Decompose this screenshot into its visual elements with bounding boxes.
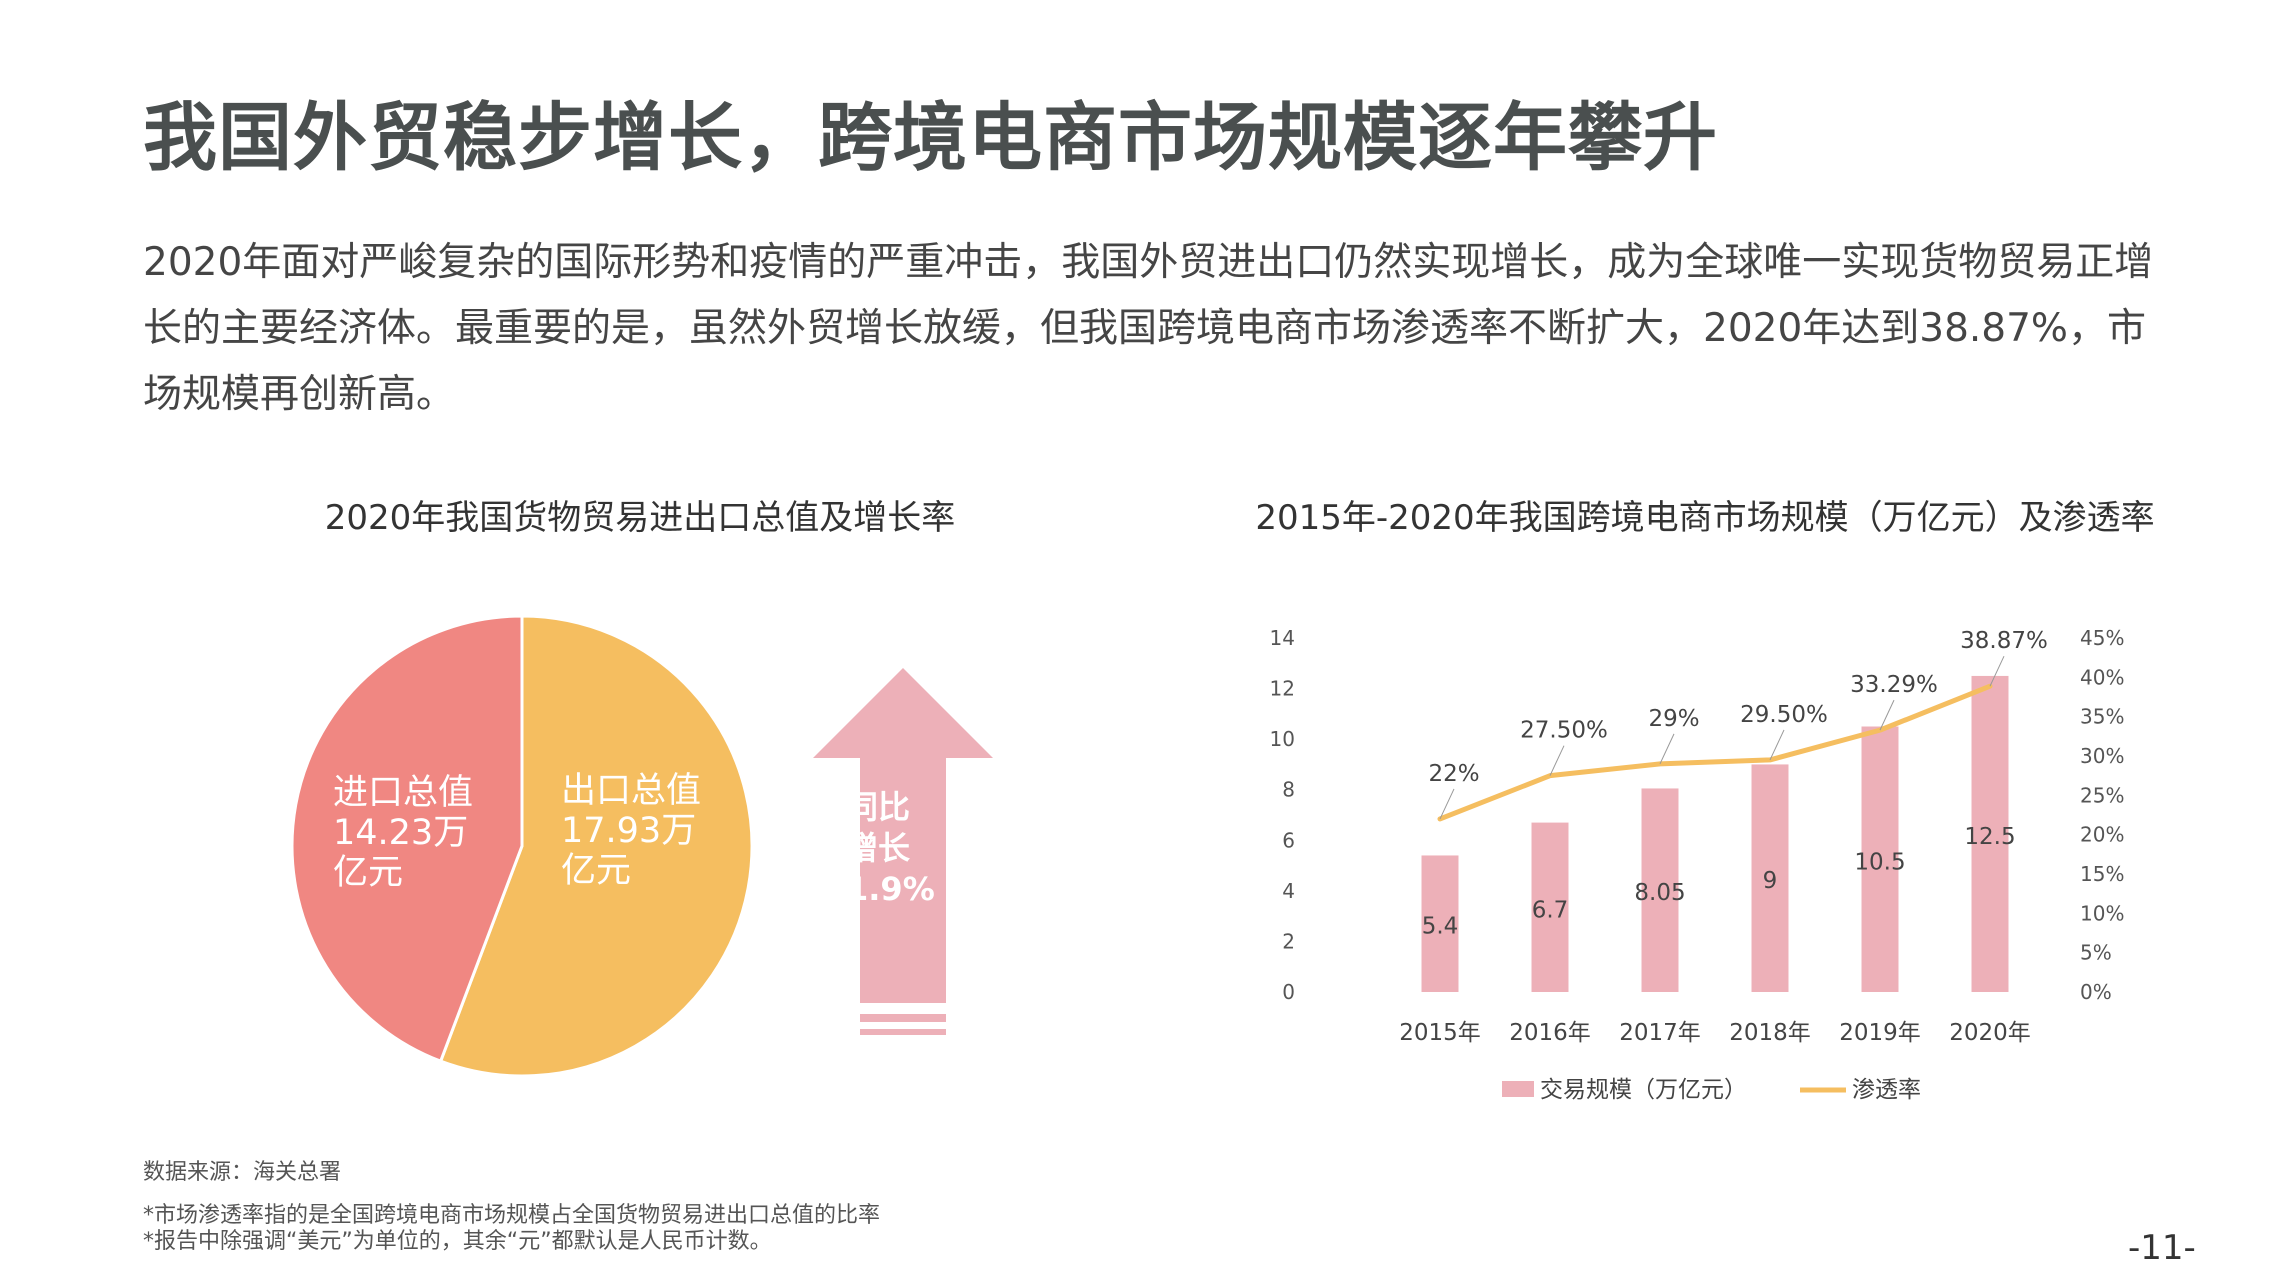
bar-value-label: 5.4 [1422,914,1459,940]
line-value-label: 29% [1648,706,1699,732]
page-number: -11- [2128,1228,2196,1268]
x-tick-label: 2018年 [1729,1020,1811,1046]
line-label-leader [1879,699,1895,731]
line-label-leader [1439,788,1455,820]
growth-line-2: 增长 [846,829,911,867]
x-tick-label: 2016年 [1509,1020,1591,1046]
bar [1751,764,1789,992]
line-value-label: 38.87% [1960,628,2048,654]
growth-text: 同比 增长 1.9% [846,787,966,910]
growth-arrow-icon [813,668,993,1035]
data-source: 数据来源：海关总署 [143,1160,342,1185]
line-value-label: 27.50% [1520,718,1608,744]
ecommerce-combo-chart: 0 2 4 6 8 10 12 14 0% 5% 10% 15% 20% 25% 30% 35% 40% 45% 5… [1270,626,2125,1103]
x-tick-label: 2020年 [1949,1020,2031,1046]
pie-label-export: 出口总值 17.93万 亿元 [561,771,702,891]
y-left-tick-label: 14 [1270,626,1295,650]
bar-value-label: 8.05 [1634,880,1685,906]
y-right-tick-label: 45% [2080,626,2124,650]
bar [1861,726,1899,992]
y-right-tick-label: 30% [2080,744,2124,768]
y-right-tick-label: 35% [2080,705,2124,729]
x-tick-label: 2019年 [1839,1020,1921,1046]
combo-chart-title: 2015年-2020年我国跨境电商市场规模（万亿元）及渗透率 [1255,498,2155,538]
y-right-tick-label: 20% [2080,823,2124,847]
y-right-tick-label: 0% [2080,980,2112,1004]
growth-line-3: 1.9% [846,870,935,908]
y-right-tick-label: 40% [2080,665,2124,689]
legend-swatch-bar [1502,1081,1534,1097]
pie-chart-title: 2020年我国货物贸易进出口总值及增长率 [324,498,956,538]
y-left-tick-label: 8 [1282,778,1295,802]
line-series-penetration [1437,683,1993,822]
line-label-leader [1549,745,1565,776]
pie-slice-export [438,614,754,1078]
footnote-1: *市场渗透率指的是全国跨境电商市场规模占全国货物贸易进出口总值的比率 [143,1203,881,1228]
intro-paragraph: 2020年面对严峻复杂的国际形势和疫情的严重冲击，我国外贸进出口仍然实现增长，成… [143,240,2154,417]
bar [1971,675,2009,992]
trade-pie-chart [290,614,754,1078]
bar-value-label: 9 [1763,868,1778,894]
y-left-tick-label: 0 [1282,980,1295,1004]
y-left-tick-label: 2 [1282,929,1295,953]
line-value-label: 29.50% [1740,702,1828,728]
bar-value-label: 6.7 [1532,897,1569,923]
pie-slice-import [290,614,524,1064]
bar-value-label: 10.5 [1854,849,1905,875]
y-left-tick-label: 4 [1282,879,1295,903]
bar [1531,822,1569,992]
line-value-label: 22% [1428,761,1479,787]
growth-arrow-shape [813,668,993,1003]
legend-label-line: 渗透率 [1852,1077,1921,1103]
growth-arrow-stripe-1 [860,1014,946,1022]
y-left-tick-label: 10 [1270,727,1295,751]
y-left-tick-label: 6 [1282,828,1295,852]
y-right-tick-label: 5% [2080,941,2112,965]
line-label-leader [1769,729,1785,761]
y-left-tick-label: 12 [1270,677,1295,701]
y-right-tick-label: 15% [2080,862,2124,886]
line-value-label: 33.29% [1850,672,1938,698]
growth-arrow-stripe-2 [860,1029,946,1035]
y-right-tick-label: 10% [2080,901,2124,925]
page-title: 我国外贸稳步增长，跨境电商市场规模逐年攀升 [143,95,1718,181]
footnote-2: *报告中除强调“美元”为单位的，其余“元”都默认是人民币计数。 [143,1229,772,1254]
y-right-tick-label: 25% [2080,783,2124,807]
x-tick-label: 2017年 [1619,1020,1701,1046]
bar-value-label: 12.5 [1964,824,2015,850]
growth-line-1: 同比 [846,788,911,826]
bar [1421,855,1459,992]
x-tick-label: 2015年 [1399,1020,1481,1046]
bar [1641,788,1679,992]
pie-label-import: 进口总值 14.23万 亿元 [333,773,474,893]
line-label-leader [1659,733,1675,765]
line-label-leader [1989,656,2005,687]
legend-label-bar: 交易规模（万亿元） [1540,1077,1747,1103]
